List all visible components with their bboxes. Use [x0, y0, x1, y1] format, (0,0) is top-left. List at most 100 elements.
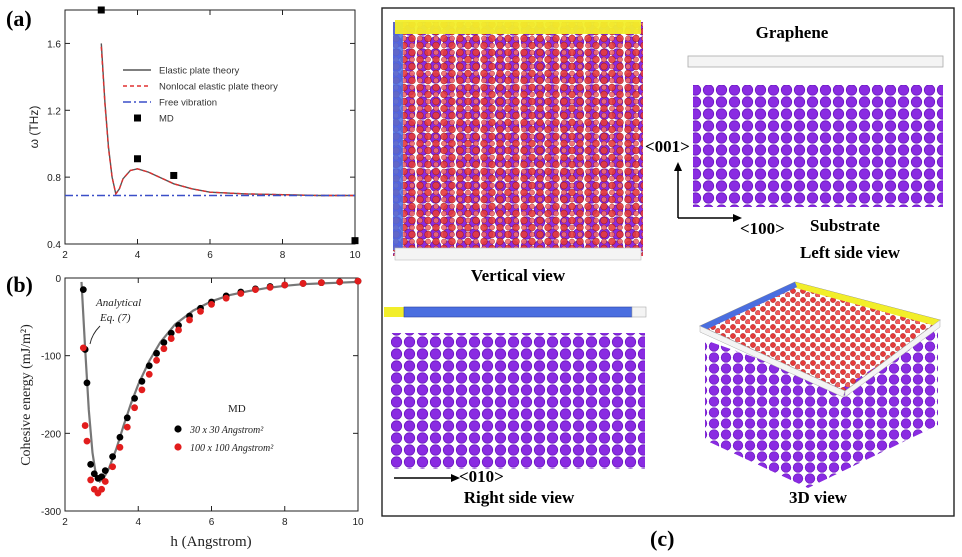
series-line-a — [100, 46, 355, 197]
md-point-b — [116, 443, 124, 451]
md-point-b — [153, 349, 160, 357]
annotation-line1-b: Analytical — [95, 297, 141, 309]
md-point-b — [336, 278, 344, 286]
md-point-b — [81, 422, 89, 429]
md-point-b — [153, 356, 160, 364]
3d-view-label: 3D view — [789, 488, 848, 507]
md-point-b — [83, 379, 91, 387]
vertical-view-structure — [393, 20, 643, 261]
md-point-b — [354, 277, 362, 285]
legend-label-a: Elastic plate theory — [159, 66, 240, 77]
md-point-b — [222, 294, 230, 302]
axis-100-arrowhead — [733, 214, 742, 222]
y-tick-label-b: -100 — [41, 352, 61, 363]
md-point-b — [79, 344, 87, 352]
axis-010-arrowhead — [451, 474, 460, 482]
legend-label-a: Free vibration — [159, 98, 217, 109]
md-point-b — [197, 307, 204, 315]
md-point-b — [90, 470, 98, 478]
md-point-b — [83, 437, 91, 445]
md-point-b — [87, 476, 95, 484]
vertical-view-label: Vertical view — [471, 266, 566, 285]
md-point-b — [138, 386, 146, 394]
legend-label-b: 30 x 30 Angstrom² — [189, 425, 264, 436]
y-tick-label-a: 1.6 — [47, 39, 61, 50]
md-point-b — [131, 394, 138, 402]
panel-label-a: (a) — [6, 6, 32, 31]
md-point-b — [208, 301, 215, 308]
x-tick-label-a: 6 — [207, 250, 213, 261]
md-point-b — [266, 283, 274, 291]
md-point-b — [116, 433, 124, 441]
left-side-substrate — [693, 85, 943, 207]
direction-100-label: <100> — [740, 219, 785, 238]
md-marker-a — [170, 171, 178, 179]
md-point-b — [123, 423, 131, 431]
x-tick-label-b: 2 — [62, 517, 68, 528]
y-axis-label-b: Cohesive energy (mJ/m²) — [19, 324, 34, 466]
y-tick-label-b: -200 — [41, 429, 61, 440]
legend-label-b: 100 x 100 Angstrom² — [190, 443, 274, 454]
y-tick-label-b: 0 — [55, 274, 61, 285]
x-tick-label-a: 2 — [62, 250, 68, 261]
md-point-b — [109, 463, 117, 471]
md-marker-a — [97, 6, 105, 14]
x-tick-label-a: 10 — [349, 250, 361, 261]
md-point-b — [101, 478, 109, 485]
md-point-b — [317, 279, 325, 287]
y-tick-label-b: -300 — [41, 507, 61, 518]
md-point-b — [252, 286, 259, 294]
plot-frame-a — [64, 9, 356, 245]
x-tick-label-b: 10 — [352, 517, 364, 528]
x-tick-label-b: 8 — [282, 517, 288, 528]
md-point-b — [167, 329, 175, 337]
y-axis-label-a: ω (THz) — [27, 106, 41, 149]
md-point-b — [123, 414, 131, 422]
direction-001-label: <001> — [645, 137, 690, 156]
md-point-b — [237, 290, 245, 297]
md-point-b — [299, 280, 307, 287]
md-point-b — [175, 321, 182, 329]
annotation-line2-b: Eq. (7) — [99, 312, 131, 324]
md-point-b — [87, 461, 95, 468]
panel-label-c: (c) — [650, 526, 674, 551]
legend-title-b: MD — [228, 403, 246, 415]
y-tick-label-a: 0.4 — [47, 240, 61, 251]
legend-label-a: MD — [159, 114, 174, 125]
md-point-b — [79, 286, 87, 294]
md-point-b — [131, 404, 138, 412]
md-marker-a — [134, 155, 141, 163]
right-side-view-label: Right side view — [464, 488, 575, 507]
chart-a: 2 4 6 8 10 0.4 0.8 1.2 1.6 Elastic plate theory No… — [27, 6, 361, 261]
axis-001-arrowhead — [674, 162, 682, 171]
x-tick-label-a: 4 — [135, 250, 141, 261]
md-point-b — [160, 339, 168, 346]
legend-marker-b — [174, 425, 182, 433]
md-point-b — [98, 485, 106, 493]
md-point-b — [98, 473, 106, 481]
right-side-view-structure — [384, 306, 647, 469]
3d-view-structure — [699, 281, 941, 488]
chart-b: 2 4 6 8 10 -300 -200 -100 0 Analytical Eq. (7) MD 30… — [19, 274, 364, 550]
y-tick-label-a: 0.8 — [47, 173, 61, 184]
md-marker-a — [351, 237, 359, 245]
graphene-sheet-side — [687, 55, 944, 68]
legend-marker-a — [134, 114, 141, 122]
direction-010-label: <010> — [459, 467, 504, 486]
y-tick-label-a: 1.2 — [47, 106, 61, 117]
md-point-b — [167, 335, 175, 342]
x-tick-label-b: 6 — [209, 517, 215, 528]
legend-label-a: Nonlocal elastic plate theory — [159, 82, 278, 93]
legend-marker-b — [174, 443, 182, 451]
md-point-b — [160, 345, 168, 353]
annotation-arrow-b — [89, 325, 101, 345]
md-point-b — [175, 326, 182, 334]
left-side-view-label: Left side view — [800, 243, 901, 262]
md-point-b — [145, 362, 153, 370]
panel-c-structure: Vertical view Graphene <001> <100> Subst… — [381, 7, 955, 517]
graphene-label: Graphene — [756, 23, 829, 42]
substrate-label: Substrate — [810, 216, 880, 235]
x-tick-label-b: 4 — [135, 517, 141, 528]
x-tick-label-a: 8 — [280, 250, 286, 261]
